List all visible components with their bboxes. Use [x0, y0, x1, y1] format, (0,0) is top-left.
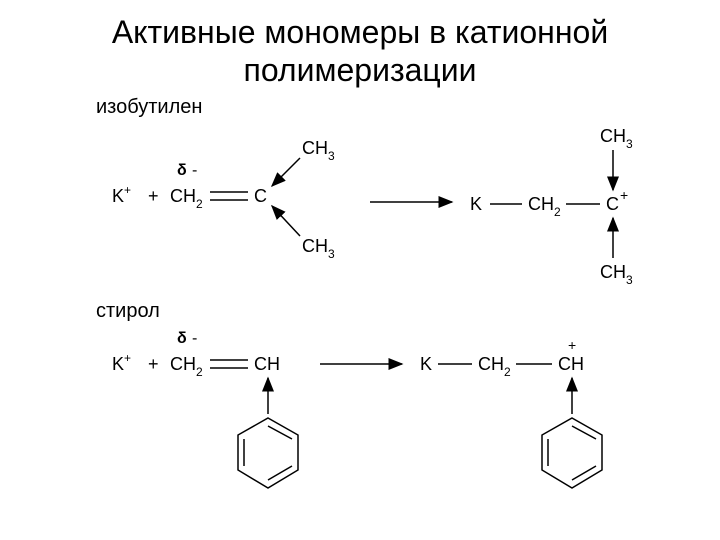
ch2-sub-2: 2 — [196, 365, 203, 379]
prod-K-1: K — [470, 194, 482, 214]
prod-ch3-top: CH — [600, 126, 626, 146]
prod-K-2: K — [420, 354, 432, 374]
benzene-ring-2 — [542, 418, 602, 488]
prod-ch3-bot: CH — [600, 262, 626, 282]
delta-1: δ — [177, 162, 187, 179]
prod-ch-2: CH — [558, 354, 584, 374]
reactant-K-plus: + — [124, 183, 131, 197]
prod-ch3-top-sub: 3 — [626, 137, 633, 151]
prod-ch2-sub-1: 2 — [554, 205, 561, 219]
plus-1: + — [148, 186, 159, 206]
delta-minus-2: - — [192, 330, 197, 347]
reactant-K: K — [112, 186, 124, 206]
prod-ch2-1: CH — [528, 194, 554, 214]
delta-2: δ — [177, 330, 187, 347]
ch3-bot-sub-1: 3 — [328, 247, 335, 261]
ch3-top-sub-1: 3 — [328, 149, 335, 163]
benzene-ring-1 — [238, 418, 298, 488]
reactant-K-2: K — [112, 354, 124, 374]
arrow-ch3-top-1 — [272, 158, 300, 186]
prod-c-plus-1: + — [620, 187, 628, 203]
ch-2: CH — [254, 354, 280, 374]
ch3-top-1: CH — [302, 138, 328, 158]
c-1: C — [254, 186, 267, 206]
prod-ch3-bot-sub: 3 — [626, 273, 633, 287]
prod-ch2-2: CH — [478, 354, 504, 374]
ch2-sub-1: 2 — [196, 197, 203, 211]
prod-ch2-sub-2: 2 — [504, 365, 511, 379]
arrow-ch3-bot-1 — [272, 206, 300, 236]
delta-minus-1: - — [192, 162, 197, 179]
ch2-2: CH — [170, 354, 196, 374]
ch3-bot-1: CH — [302, 236, 328, 256]
chemistry-diagram: K + + δ - CH 2 C CH 3 CH 3 K CH 2 C + CH… — [0, 0, 720, 540]
ch2-1: CH — [170, 186, 196, 206]
prod-ch-plus-2: + — [568, 337, 576, 353]
reactant-K-plus-2: + — [124, 351, 131, 365]
prod-c-1: C — [606, 194, 619, 214]
plus-2: + — [148, 354, 159, 374]
